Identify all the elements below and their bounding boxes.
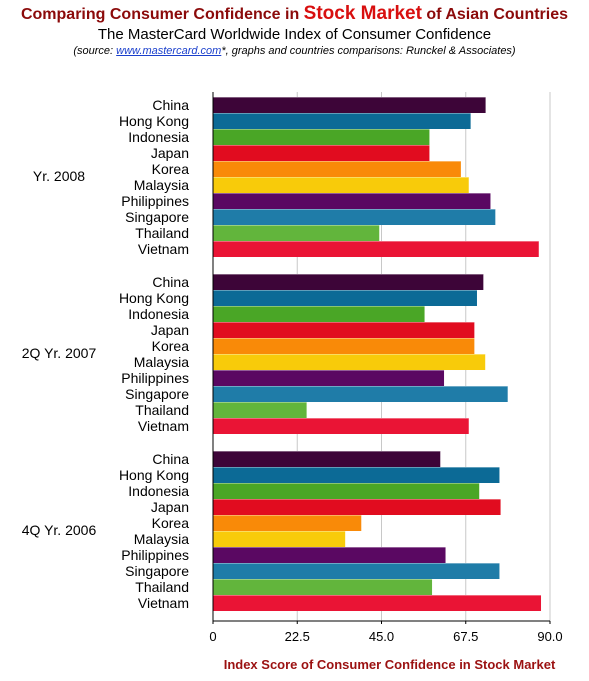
x-tick-label: 45.0 [369, 629, 394, 644]
bar [213, 354, 486, 370]
category-label: Korea [152, 338, 190, 354]
bar [213, 241, 539, 257]
category-label: Indonesia [128, 129, 189, 145]
bar [213, 274, 484, 290]
category-label: Hong Kong [119, 290, 189, 306]
category-label: Japan [151, 499, 189, 515]
category-label: Vietnam [138, 241, 189, 257]
category-label: Korea [152, 515, 190, 531]
category-label: Japan [151, 322, 189, 338]
source-suffix: *, graphs and countries comparisons: Run… [221, 45, 516, 57]
bar [213, 177, 469, 193]
source-prefix: (source: [73, 45, 117, 57]
category-label: Hong Kong [119, 113, 189, 129]
x-tick-label: 67.5 [453, 629, 478, 644]
x-tick-label: 22.5 [285, 629, 310, 644]
bar [213, 193, 491, 209]
bar [213, 402, 307, 418]
group-label: Yr. 2008 [33, 168, 85, 184]
bar [213, 145, 430, 161]
bar [213, 483, 480, 499]
bar [213, 290, 477, 306]
bar [213, 306, 425, 322]
bar [213, 499, 501, 515]
category-label: Malaysia [134, 177, 189, 193]
bar [213, 451, 441, 467]
category-label: Singapore [125, 386, 189, 402]
bar [213, 547, 446, 563]
category-label: Singapore [125, 209, 189, 225]
bar [213, 563, 500, 579]
chart-header: Comparing Consumer Confidence in Stock M… [0, 0, 589, 57]
bar [213, 225, 380, 241]
bar [213, 97, 486, 113]
bar [213, 579, 433, 595]
category-label: Malaysia [134, 531, 189, 547]
category-label: Vietnam [138, 595, 189, 611]
category-label: Thailand [135, 225, 189, 241]
bar [213, 386, 508, 402]
category-label: Thailand [135, 579, 189, 595]
bar [213, 418, 469, 434]
bar [213, 338, 475, 354]
title-highlight: Stock Market [303, 3, 422, 24]
category-label: China [152, 451, 189, 467]
category-label: Indonesia [128, 483, 189, 499]
bar [213, 595, 542, 611]
source-link[interactable]: www.mastercard.com [116, 45, 222, 57]
category-label: Japan [151, 145, 189, 161]
x-tick-label: 90.0 [537, 629, 562, 644]
bar [213, 531, 346, 547]
bar [213, 370, 445, 386]
bar [213, 209, 496, 225]
category-label: Indonesia [128, 306, 189, 322]
group-label: 2Q Yr. 2007 [22, 345, 97, 361]
x-tick-label: 0 [209, 629, 216, 644]
bar [213, 129, 430, 145]
bar [213, 515, 362, 531]
category-label: Malaysia [134, 354, 189, 370]
category-label: China [152, 97, 189, 113]
x-axis-title: Index Score of Consumer Confidence in St… [223, 657, 556, 672]
title-prefix: Comparing Consumer Confidence in [20, 6, 304, 23]
category-label: China [152, 274, 189, 290]
category-label: Philippines [121, 547, 189, 563]
title-suffix: of Asian Countries [421, 6, 569, 23]
source-line: (source: www.mastercard.com*, graphs and… [0, 45, 589, 57]
chart-subtitle: The MasterCard Worldwide Index of Consum… [97, 26, 492, 43]
category-label: Hong Kong [119, 467, 189, 483]
chart-title: Comparing Consumer Confidence in Stock M… [0, 3, 589, 25]
bar [213, 467, 500, 483]
category-label: Singapore [125, 563, 189, 579]
bar [213, 322, 475, 338]
category-label: Philippines [121, 193, 189, 209]
bar [213, 161, 461, 177]
category-label: Korea [152, 161, 190, 177]
category-label: Philippines [121, 370, 189, 386]
category-label: Thailand [135, 402, 189, 418]
group-label: 4Q Yr. 2006 [22, 522, 97, 538]
category-label: Vietnam [138, 418, 189, 434]
bar [213, 113, 471, 129]
